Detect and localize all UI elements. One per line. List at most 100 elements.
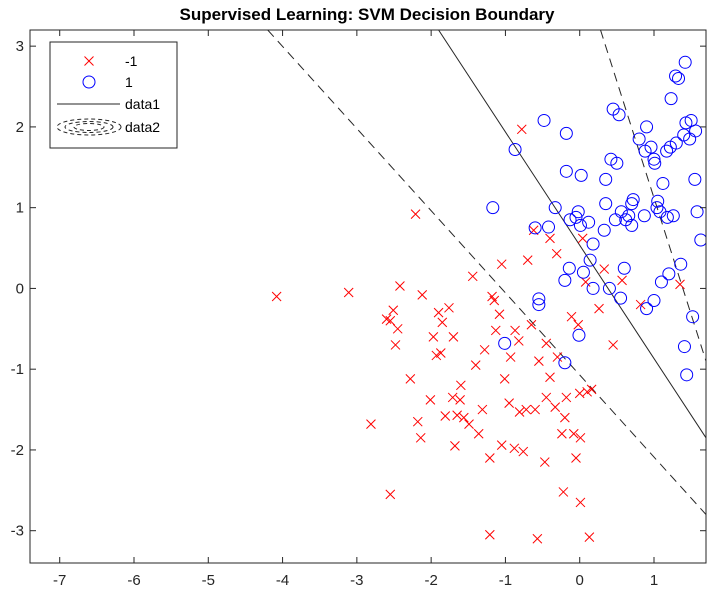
point-neg-15 (435, 348, 446, 358)
x-tick-label-1: -6 (127, 572, 140, 589)
point-pos-67 (660, 210, 674, 224)
point-neg-74 (428, 332, 439, 342)
legend: -1 1 data1 data2 (49, 41, 178, 149)
point-neg-54 (558, 487, 569, 497)
point-pos-4 (532, 298, 546, 312)
point-pos-12 (562, 261, 576, 275)
point-neg-88 (522, 255, 533, 266)
point-pos-46 (664, 92, 678, 106)
point-neg-24 (467, 271, 478, 282)
point-pos-60 (689, 124, 703, 138)
point-neg-26 (477, 404, 488, 415)
data1-line-0 (438, 30, 706, 439)
point-pos-20 (586, 237, 600, 251)
point-neg-40 (513, 336, 524, 346)
point-neg-53 (557, 428, 567, 439)
point-neg-69 (599, 264, 610, 274)
point-neg-63 (577, 233, 588, 244)
point-neg-20 (452, 410, 462, 421)
point-pos-9 (558, 356, 572, 370)
y-tick-label-5: 2 (16, 119, 24, 136)
point-neg-64 (580, 277, 591, 287)
point-neg-25 (473, 428, 484, 439)
point-pos-34 (632, 132, 646, 146)
point-pos-7 (542, 220, 556, 234)
point-neg-41 (514, 407, 525, 417)
point-pos-33 (626, 193, 640, 207)
point-pos-31 (622, 209, 636, 223)
legend-contour-icon-1 (64, 121, 114, 133)
legend-contour-icon-2 (73, 123, 105, 131)
point-neg-5 (388, 305, 399, 316)
point-neg-45 (530, 404, 540, 415)
point-pos-59 (688, 172, 702, 186)
chart-title: Supervised Learning: SVM Decision Bounda… (179, 5, 555, 24)
point-pos-47 (666, 209, 680, 223)
point-neg-22 (458, 412, 469, 423)
axes-box (29, 29, 707, 564)
point-neg-6 (390, 340, 401, 350)
x-tick-label-5: -2 (424, 572, 437, 589)
y-tick-label-6: 3 (16, 38, 24, 55)
point-pos-2 (508, 143, 522, 157)
point-neg-66 (584, 532, 595, 543)
point-neg-83 (552, 352, 563, 362)
point-neg-51 (550, 402, 561, 412)
y-tick-label-1: -2 (11, 442, 24, 459)
point-neg-18 (447, 392, 458, 403)
point-neg-38 (509, 443, 520, 454)
legend-label-1: 1 (125, 74, 133, 90)
point-neg-34 (496, 440, 507, 450)
point-pos-11 (559, 164, 573, 178)
legend-label-0: -1 (125, 53, 138, 69)
point-pos-69 (638, 144, 652, 158)
point-pos-76 (625, 218, 639, 232)
point-pos-39 (648, 156, 662, 170)
point-pos-17 (574, 168, 588, 182)
y-tick-label-0: -3 (11, 523, 24, 540)
point-pos-45 (662, 267, 676, 281)
point-neg-75 (437, 317, 448, 328)
point-neg-2 (366, 419, 376, 429)
point-neg-61 (575, 432, 586, 443)
x-tick-label-4: -3 (350, 572, 363, 589)
point-neg-55 (561, 392, 572, 403)
point-pos-14 (571, 205, 585, 219)
point-pos-16 (573, 218, 587, 232)
point-pos-8 (548, 201, 562, 215)
y-tick-label-3: 0 (16, 280, 24, 297)
point-pos-43 (656, 176, 670, 190)
point-pos-70 (583, 253, 597, 267)
point-neg-31 (489, 295, 500, 306)
point-pos-29 (617, 261, 631, 275)
point-pos-48 (669, 69, 683, 83)
point-pos-10 (559, 126, 573, 140)
point-neg-67 (586, 384, 597, 395)
point-pos-15 (572, 328, 586, 342)
point-neg-10 (412, 416, 423, 427)
point-neg-1 (343, 287, 354, 298)
legend-contour-icon-0 (56, 118, 122, 136)
point-neg-82 (470, 360, 481, 370)
point-neg-85 (433, 307, 444, 318)
point-neg-36 (504, 398, 514, 408)
point-neg-60 (574, 388, 585, 399)
point-neg-47 (539, 457, 550, 467)
point-pos-53 (677, 340, 691, 354)
point-pos-64 (576, 265, 590, 279)
point-pos-18 (582, 215, 596, 229)
x-tick-label-7: 0 (576, 572, 584, 589)
point-pos-61 (690, 205, 704, 219)
x-tick-label-8: 1 (650, 572, 658, 589)
point-neg-58 (571, 453, 581, 463)
point-pos-62 (694, 233, 706, 247)
point-pos-66 (640, 302, 654, 316)
point-neg-72 (635, 299, 646, 310)
point-neg-89 (560, 412, 570, 423)
point-neg-48 (541, 392, 552, 403)
point-neg-86 (534, 356, 544, 366)
axes: -7 -6 -5 -4 -3 -2 -1 0 1 -3 -2 -1 0 1 2 3 (11, 29, 707, 589)
legend-item-0: -1 (84, 53, 138, 69)
point-neg-3 (385, 489, 396, 500)
point-neg-14 (431, 350, 442, 361)
